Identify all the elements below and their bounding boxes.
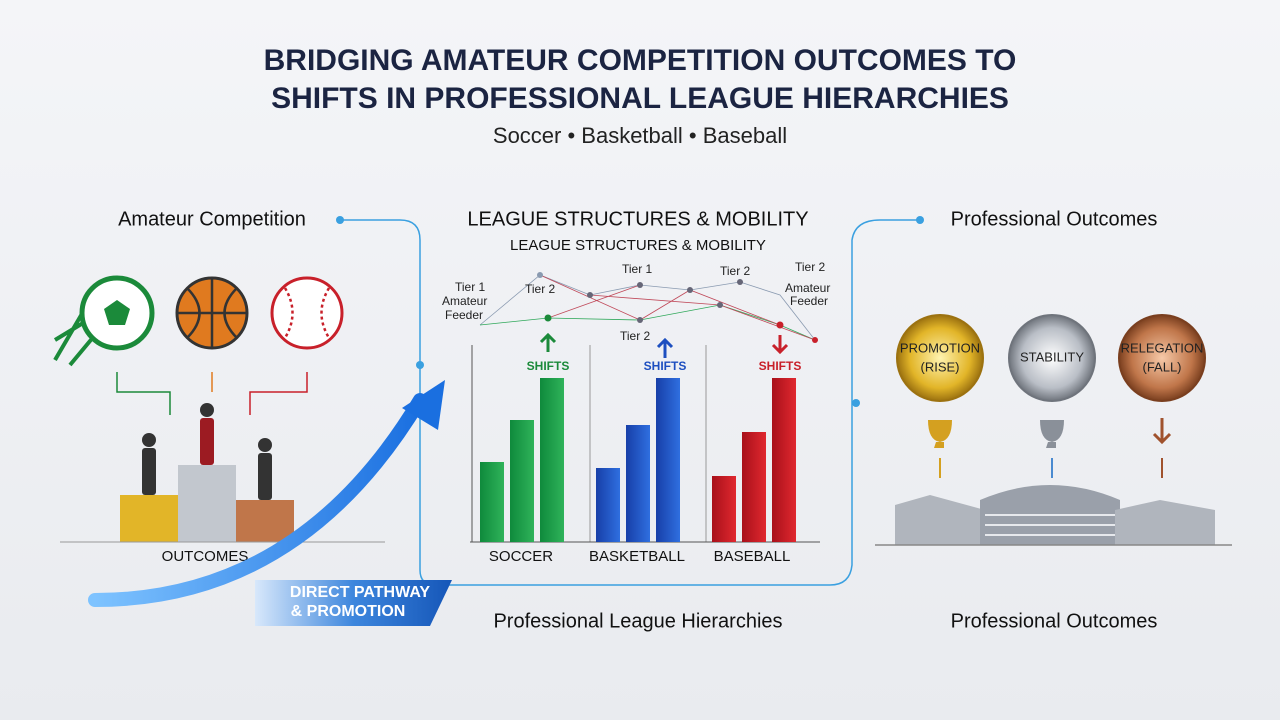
section-footer: Professional League Hierarchies — [493, 610, 782, 632]
dot — [336, 216, 344, 224]
podium — [60, 403, 385, 543]
network-label: Tier 1 — [455, 280, 486, 294]
stadium — [875, 485, 1232, 546]
subtitle: Soccer • Basketball • Baseball — [493, 123, 787, 148]
dot — [416, 361, 424, 369]
section-heading: LEAGUE STRUCTURES & MOBILITY — [467, 208, 808, 230]
pathway-label: & PROMOTION — [291, 603, 406, 620]
section-heading: Amateur Competition — [118, 208, 306, 230]
shift-label: SHIFTS — [644, 359, 687, 373]
network-label: Amateur — [785, 281, 830, 295]
shift-label: SHIFTS — [759, 359, 802, 373]
title-line: BRIDGING AMATEUR COMPETITION OUTCOMES TO — [264, 44, 1017, 77]
medal-label: STABILITY — [1020, 349, 1084, 364]
ball-connectors — [116, 372, 308, 415]
dot — [916, 216, 924, 224]
section-subheading: LEAGUE STRUCTURES & MOBILITY — [510, 237, 766, 254]
pathway-arrow — [88, 393, 427, 607]
network-nodes — [537, 272, 818, 343]
medal-label: (RISE) — [921, 359, 960, 374]
arrow-head — [402, 380, 445, 430]
medal-label: (FALL) — [1142, 359, 1181, 374]
network-label: Tier 2 — [620, 329, 651, 343]
pathway-label: DIRECT PATHWAY — [290, 584, 430, 601]
section-footer: Professional Outcomes — [951, 610, 1158, 632]
dot — [852, 399, 860, 407]
network-label: Feeder — [445, 308, 483, 322]
sport-label: BASEBALL — [714, 548, 791, 565]
network-label: Amateur — [442, 294, 487, 308]
network-label: Tier 2 — [795, 260, 826, 274]
network-label: Tier 2 — [525, 282, 556, 296]
mini-charts — [470, 332, 820, 543]
shift-label: SHIFTS — [527, 359, 570, 373]
label: OUTCOMES — [162, 548, 249, 565]
sport-balls — [53, 275, 344, 367]
title-line: SHIFTS IN PROFESSIONAL LEAGUE HIERARCHIE… — [271, 82, 1009, 115]
sport-label: SOCCER — [489, 548, 553, 565]
medals — [896, 314, 1206, 478]
sport-label: BASKETBALL — [589, 548, 685, 565]
network-label: Feeder — [790, 294, 828, 308]
section-heading: Professional Outcomes — [951, 208, 1158, 230]
pathway-box — [255, 580, 452, 626]
network-label: Tier 1 — [622, 262, 653, 276]
connector — [340, 219, 920, 586]
network-label: Tier 2 — [720, 264, 751, 278]
medal-label: RELEGATION — [1121, 340, 1204, 355]
medal-label: PROMOTION — [900, 340, 980, 355]
